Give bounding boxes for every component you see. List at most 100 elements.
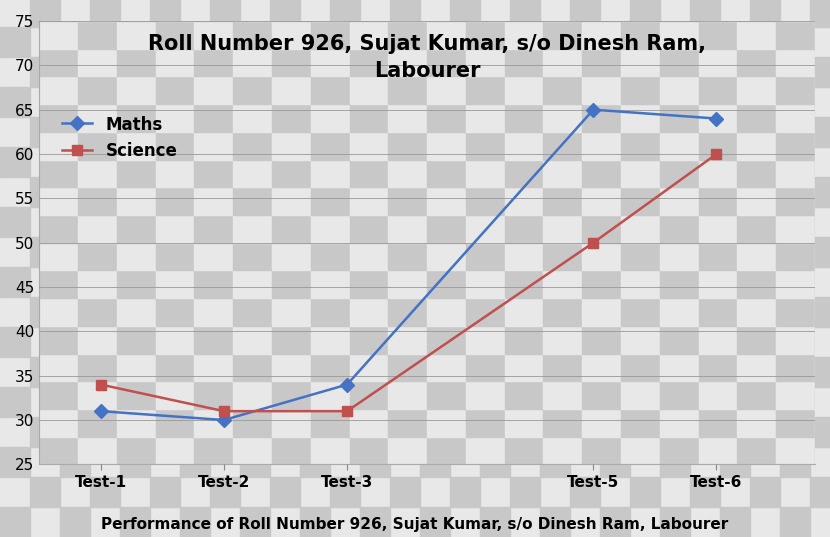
Bar — [544, 187, 583, 215]
Bar — [466, 215, 505, 243]
Maths — [219, 417, 229, 423]
Bar — [427, 353, 466, 381]
Bar — [349, 298, 388, 326]
Bar — [815, 159, 830, 187]
Bar — [660, 76, 699, 104]
Bar — [194, 21, 233, 49]
Bar — [427, 326, 466, 353]
Bar — [155, 409, 194, 437]
Bar — [544, 409, 583, 437]
Bar — [699, 215, 737, 243]
Bar — [155, 243, 194, 271]
Bar — [699, 271, 737, 298]
Bar — [39, 381, 78, 409]
Bar — [660, 159, 699, 187]
Bar — [194, 215, 233, 243]
Bar — [621, 409, 660, 437]
Bar — [427, 0, 466, 21]
Bar — [544, 0, 583, 21]
Bar — [349, 0, 388, 21]
Bar — [621, 76, 660, 104]
Bar — [776, 49, 815, 76]
Bar — [815, 0, 830, 21]
Bar — [117, 326, 155, 353]
Bar — [544, 437, 583, 465]
Bar — [776, 187, 815, 215]
Line: Science: Science — [96, 149, 721, 416]
Bar — [505, 76, 544, 104]
Bar — [466, 298, 505, 326]
Bar — [233, 271, 272, 298]
Bar — [776, 76, 815, 104]
Bar — [544, 271, 583, 298]
Bar — [466, 437, 505, 465]
Bar — [388, 187, 427, 215]
Bar — [155, 49, 194, 76]
Bar — [39, 353, 78, 381]
Bar — [349, 437, 388, 465]
Bar — [272, 49, 310, 76]
Bar — [583, 104, 621, 132]
Bar — [815, 21, 830, 49]
Bar — [583, 21, 621, 49]
Bar — [815, 49, 830, 76]
Bar — [815, 326, 830, 353]
Bar — [583, 437, 621, 465]
Bar — [699, 409, 737, 437]
Bar — [466, 243, 505, 271]
Bar — [505, 381, 544, 409]
Bar — [155, 215, 194, 243]
Bar — [39, 271, 78, 298]
Bar — [583, 159, 621, 187]
Bar — [78, 76, 117, 104]
Bar — [78, 298, 117, 326]
Bar — [78, 0, 117, 21]
Bar — [583, 215, 621, 243]
Bar — [310, 381, 349, 409]
Bar — [583, 187, 621, 215]
Bar — [39, 326, 78, 353]
Bar — [466, 49, 505, 76]
Bar — [117, 437, 155, 465]
Bar — [272, 353, 310, 381]
Bar — [78, 104, 117, 132]
Bar — [427, 187, 466, 215]
Bar — [39, 409, 78, 437]
Bar — [427, 409, 466, 437]
Bar — [699, 437, 737, 465]
Bar — [272, 187, 310, 215]
Bar — [505, 243, 544, 271]
Bar — [78, 187, 117, 215]
Bar — [621, 187, 660, 215]
Bar — [505, 437, 544, 465]
Bar — [621, 437, 660, 465]
Bar — [117, 187, 155, 215]
Bar — [155, 298, 194, 326]
Bar — [815, 243, 830, 271]
Bar — [815, 437, 830, 465]
Bar — [233, 298, 272, 326]
Bar — [310, 49, 349, 76]
Bar — [737, 0, 776, 21]
Bar — [388, 409, 427, 437]
Bar — [117, 243, 155, 271]
Bar — [272, 21, 310, 49]
Bar — [272, 437, 310, 465]
Bar — [349, 187, 388, 215]
Bar — [776, 21, 815, 49]
Bar — [117, 353, 155, 381]
Bar — [78, 271, 117, 298]
Bar — [776, 437, 815, 465]
Bar — [310, 104, 349, 132]
Bar — [310, 215, 349, 243]
Bar — [660, 409, 699, 437]
Bar — [815, 353, 830, 381]
Bar — [621, 243, 660, 271]
Bar — [272, 326, 310, 353]
Bar — [583, 243, 621, 271]
Bar — [194, 0, 233, 21]
Bar — [621, 0, 660, 21]
Bar — [737, 104, 776, 132]
Bar — [544, 298, 583, 326]
Text: Labourer: Labourer — [374, 61, 481, 81]
